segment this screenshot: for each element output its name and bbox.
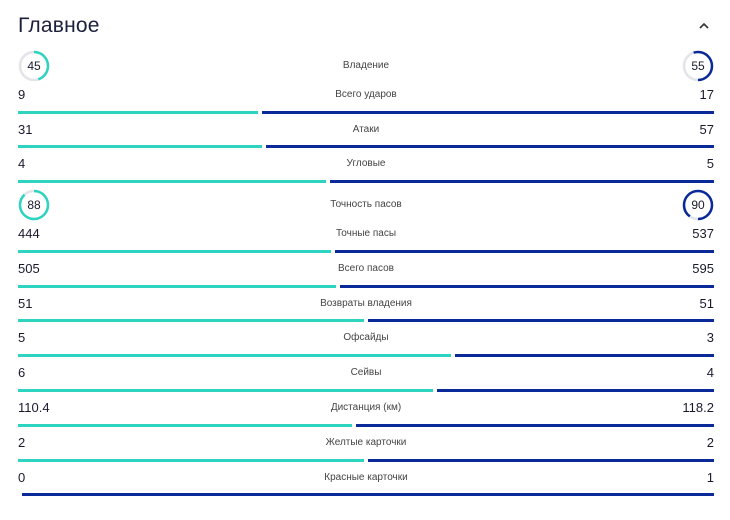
home-value: 45: [27, 59, 41, 73]
stat-label: Точность пасов: [330, 199, 402, 211]
away-ring-arc: [682, 50, 714, 82]
home-bar: [18, 249, 332, 253]
stat-row: 6 Сейвы 4: [18, 361, 714, 396]
stat-row: 0 Красные карточки 1: [18, 466, 714, 501]
away-value: 57: [699, 121, 714, 137]
away-value: 595: [692, 260, 714, 276]
chevron-up-icon: [699, 22, 709, 29]
stat-label: Всего пасов: [338, 262, 394, 274]
home-value: 6: [18, 365, 26, 381]
away-bar: [368, 458, 714, 462]
stat-row: 9 Всего ударов 17: [18, 83, 714, 118]
away-bar: [329, 180, 714, 184]
stat-label: Желтые карточки: [325, 436, 407, 448]
away-bar: [335, 249, 714, 253]
away-ring-arc: [682, 189, 714, 221]
stat-label: Красные карточки: [324, 471, 408, 483]
away-bar: [368, 319, 714, 323]
collapse-button[interactable]: [694, 16, 714, 36]
away-value: 118.2: [682, 399, 714, 415]
stat-row: 88 Точность пасов 90: [18, 187, 714, 222]
away-value: 2: [706, 434, 714, 450]
section-header: Главное: [18, 14, 714, 42]
home-bar: [18, 284, 336, 288]
home-value: 505: [18, 260, 40, 276]
stat-row: 5 Офсайды 3: [18, 326, 714, 361]
away-value: 55: [691, 59, 705, 73]
home-bar: [18, 180, 326, 184]
away-value: 5: [706, 156, 714, 172]
stat-row: 45 Владение 55: [18, 48, 714, 83]
stat-label: Точные пасы: [335, 227, 397, 239]
stat-label: Владение: [342, 60, 390, 71]
stats-list: 45 Владение 55 9 Всего ударов 17 31 Атаки 57 4 Угл…: [18, 48, 714, 500]
section-title: Главное: [18, 14, 100, 37]
stat-label: Атаки: [352, 123, 380, 135]
stat-label: Возвраты владения: [320, 297, 412, 309]
away-value: 51: [699, 295, 714, 311]
home-value: 9: [18, 86, 26, 102]
away-percent-ring: 55: [682, 50, 714, 82]
stat-label: Сейвы: [350, 367, 382, 379]
away-value: 1: [706, 469, 714, 485]
home-bar: [18, 319, 364, 323]
away-bar: [261, 110, 714, 114]
home-value: 31: [18, 121, 33, 137]
away-bar: [22, 493, 714, 497]
stat-row: 51 Возвраты владения 51: [18, 292, 714, 327]
home-value: 5: [18, 330, 26, 346]
away-bar: [265, 145, 714, 149]
stat-row: 110.4 Дистанция (км) 118.2: [18, 396, 714, 431]
away-bar: [339, 284, 714, 288]
away-value: 17: [699, 86, 714, 102]
home-value: 51: [18, 295, 33, 311]
home-bar: [18, 423, 353, 427]
stat-row: 2 Желтые карточки 2: [18, 431, 714, 466]
stat-label: Угловые: [346, 158, 386, 170]
home-value: 4: [18, 156, 26, 172]
home-value: 2: [18, 434, 26, 450]
stat-row: 444 Точные пасы 537: [18, 222, 714, 257]
away-value: 537: [692, 225, 714, 241]
away-percent-ring: 90: [682, 189, 714, 221]
away-value: 90: [691, 198, 705, 213]
home-bar: [18, 145, 262, 149]
home-ring-arc: [18, 189, 50, 221]
stat-label: Дистанция (км): [330, 401, 402, 413]
away-value: 4: [706, 365, 714, 381]
away-value: 3: [706, 330, 714, 346]
home-value: 0: [18, 469, 26, 485]
home-bar: [18, 388, 434, 392]
home-bar: [18, 110, 258, 114]
away-bar: [437, 388, 714, 392]
stat-row: 505 Всего пасов 595: [18, 257, 714, 292]
stat-label: Офсайды: [343, 332, 389, 344]
home-bar: [18, 354, 451, 358]
home-value: 444: [18, 225, 40, 241]
home-value: 110.4: [18, 399, 50, 415]
home-percent-ring: 88: [18, 189, 50, 221]
home-value: 88: [27, 198, 41, 213]
stat-label: Всего ударов: [335, 88, 397, 100]
away-bar: [356, 423, 714, 427]
stat-row: 4 Угловые 5: [18, 152, 714, 187]
home-ring-arc: [18, 50, 50, 82]
stat-row: 31 Атаки 57: [18, 118, 714, 153]
away-bar: [454, 354, 714, 358]
home-percent-ring: 45: [18, 50, 50, 82]
home-bar: [18, 458, 364, 462]
